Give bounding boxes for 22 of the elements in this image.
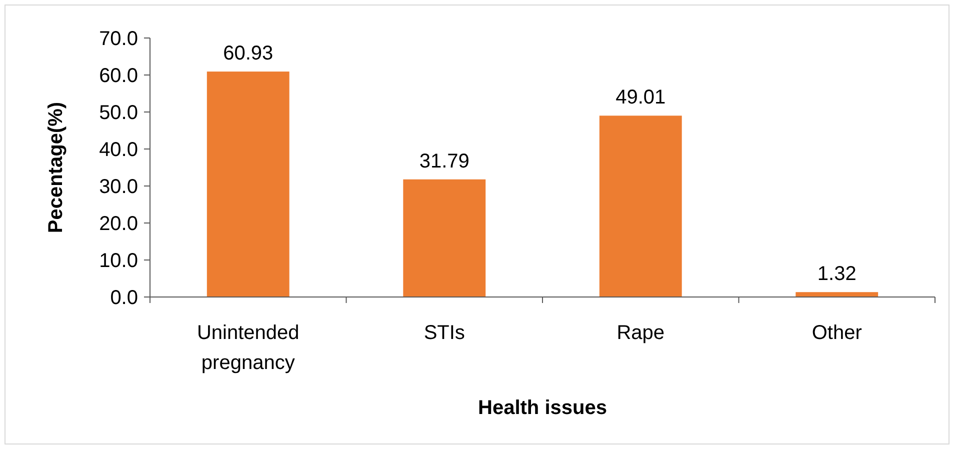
x-tick-label: Other [812, 322, 862, 344]
bar [206, 72, 290, 297]
y-tick-label: 70.0 [99, 28, 138, 50]
y-tick-label: 40.0 [99, 139, 138, 161]
data-label: 60.93 [223, 42, 274, 65]
y-tick-label: 0.0 [110, 287, 138, 309]
bar [403, 179, 486, 297]
x-tick-label: Unintended pregnancy [196, 322, 300, 374]
x-axis-title: Health issues [478, 397, 607, 419]
data-label: 31.79 [419, 150, 470, 172]
y-tick-label: 20.0 [99, 213, 138, 235]
bar [599, 116, 682, 297]
y-tick-label: 30.0 [99, 176, 138, 198]
x-tick-label: STIs [424, 322, 465, 344]
x-tick-label: Rape [616, 322, 665, 344]
data-label: 49.01 [616, 86, 666, 109]
data-label: 1.32 [817, 263, 856, 286]
y-axis-title: Pecentage(%) [45, 102, 67, 234]
y-tick-label: 50.0 [99, 102, 138, 124]
y-tick-label: 60.0 [99, 65, 138, 87]
y-tick-label: 10.0 [99, 250, 138, 272]
bar [796, 292, 878, 297]
